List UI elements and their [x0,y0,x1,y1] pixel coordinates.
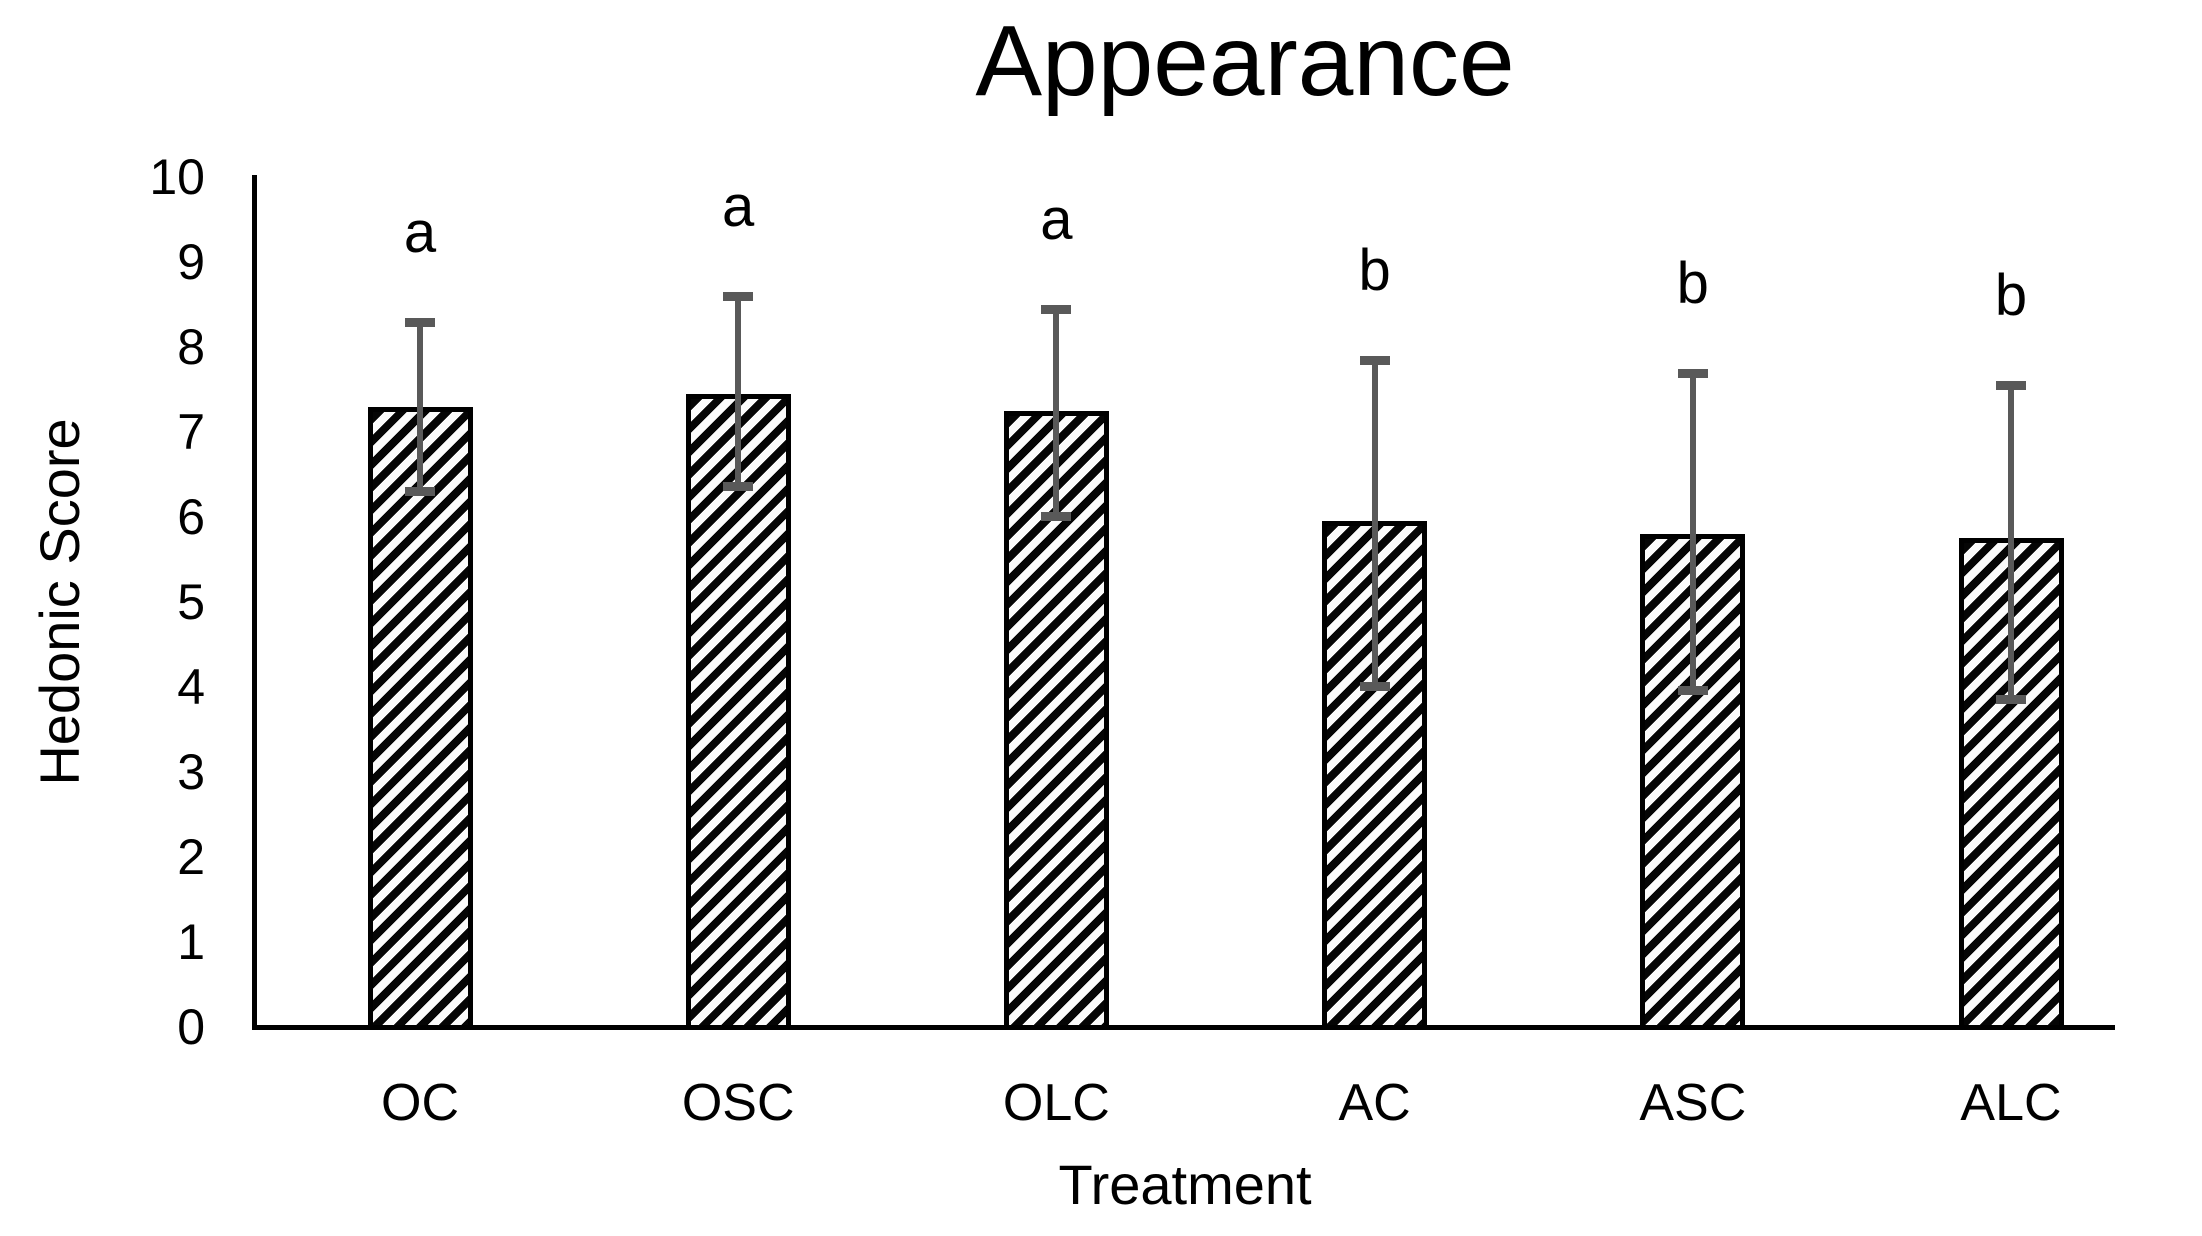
y-axis-line [252,175,257,1030]
bar-alc [1958,538,2064,1030]
error-bar-line [1371,359,1378,687]
x-axis-title: Treatment [1058,1153,1312,1216]
category-label-osc: OSC [681,1074,795,1132]
bar-asc [1640,534,1746,1030]
bar-oc [367,406,473,1030]
bar-osc [685,393,791,1030]
chart-title: Appearance [975,5,1515,117]
error-bar-line [1689,372,1696,692]
error-bar-cap-top [405,317,435,327]
y-tick-label: 7 [177,404,205,460]
y-tick-label: 2 [177,829,205,885]
sig-letter-alc: b [1994,263,2028,329]
error-bar-cap-top [1996,381,2026,391]
sig-letter-ac: b [1358,237,1391,303]
x-axis-line [252,1025,2115,1030]
y-tick-label: 8 [177,319,205,375]
sig-letter-osc: a [722,174,755,239]
error-bar-cap-top [1041,304,1072,314]
error-bar-cap-bottom [405,486,435,496]
error-bar-line [2008,385,2014,700]
error-bar-cap-bottom [1996,694,2026,704]
error-bar-cap-bottom [1359,682,1390,691]
category-label-alc: ALC [1960,1074,2062,1132]
category-label-ac: AC [1338,1074,1411,1132]
category-label-asc: ASC [1639,1074,1747,1132]
y-tick-label: 0 [177,999,205,1055]
category-label-oc: OC [381,1074,459,1132]
sig-letter-oc: a [403,199,437,265]
y-tick-label: 3 [177,744,205,800]
y-tick-label: 9 [177,234,205,290]
y-tick-label: 10 [149,149,205,205]
y-tick-label: 4 [177,659,205,715]
error-bar-line [735,296,742,488]
error-bar-line [1053,308,1060,517]
category-label-olc: OLC [1002,1074,1110,1132]
y-tick-label: 6 [177,489,205,545]
error-bar-line [417,321,423,492]
error-bar-cap-top [1359,355,1390,365]
sig-letter-olc: a [1040,186,1073,252]
error-bar-cap-bottom [723,482,754,492]
error-bar-cap-bottom [1041,512,1072,521]
error-bar-cap-top [1677,368,1708,378]
error-bar-cap-top [723,292,754,301]
error-bar-cap-bottom [1677,686,1708,696]
sig-letter-asc: b [1676,250,1709,316]
y-tick-label: 5 [177,574,205,630]
y-tick-label: 1 [177,914,205,970]
